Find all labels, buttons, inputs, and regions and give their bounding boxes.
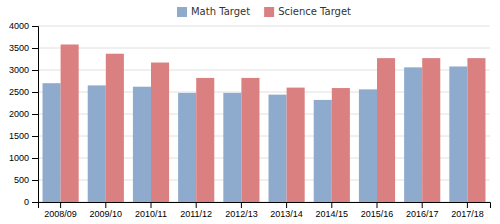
bar xyxy=(359,89,377,202)
tick-mark xyxy=(32,70,38,71)
legend-label: Science Target xyxy=(278,6,351,17)
axis-line xyxy=(39,203,491,209)
tick-label: 0 xyxy=(24,197,29,207)
chart: 2008/09 2009/10 2010/11 2011/12 2012/13 2013/… xyxy=(0,0,500,224)
tick: 3000 xyxy=(9,65,38,75)
tick-mark xyxy=(32,158,38,159)
bar xyxy=(133,87,151,202)
bar xyxy=(377,58,395,202)
tick-mark xyxy=(377,202,378,208)
tick-mark xyxy=(105,202,106,208)
bar xyxy=(106,54,124,202)
tick: 2500 xyxy=(9,87,38,97)
plot: 2008/09 2009/10 2010/11 2011/12 2012/13 2013/… xyxy=(9,21,491,219)
bar xyxy=(314,100,332,202)
tick-label: 2000 xyxy=(9,109,29,119)
legend: Math Target Science Target xyxy=(177,6,351,17)
bar xyxy=(88,85,106,202)
tick-label: 2014/15 xyxy=(316,209,349,219)
bar xyxy=(241,78,259,202)
tick: 2012/13 xyxy=(225,202,258,219)
bars xyxy=(43,44,486,202)
tick: 2000 xyxy=(9,109,38,119)
tick-mark xyxy=(32,26,38,27)
tick: 2008/09 xyxy=(44,202,77,219)
bar xyxy=(43,83,61,202)
tick-label: 2017/18 xyxy=(451,209,484,219)
tick-mark xyxy=(32,136,38,137)
x-axis: 2008/09 2009/10 2010/11 2011/12 2012/13 2013/… xyxy=(39,202,491,219)
tick-label: 500 xyxy=(14,175,29,185)
legend-item: Math Target xyxy=(177,6,250,17)
tick-label: 2013/14 xyxy=(270,209,303,219)
tick-mark xyxy=(241,202,242,208)
tick-mark xyxy=(422,202,423,208)
tick-label: 2015/16 xyxy=(361,209,394,219)
tick-label: 2008/09 xyxy=(44,209,77,219)
tick-label: 1000 xyxy=(9,153,29,163)
tick-mark xyxy=(32,202,38,203)
bar xyxy=(287,88,305,202)
bar xyxy=(151,63,169,202)
tick: 1500 xyxy=(9,131,38,141)
legend-label: Math Target xyxy=(191,6,250,17)
tick: 2011/12 xyxy=(180,202,212,219)
tick-label: 2011/12 xyxy=(180,209,212,219)
bar xyxy=(178,93,196,202)
bar xyxy=(269,95,287,202)
tick: 4000 xyxy=(9,21,38,31)
tick: 2014/15 xyxy=(316,202,349,219)
tick-label: 2500 xyxy=(9,87,29,97)
tick-label: 1500 xyxy=(9,131,29,141)
tick-mark xyxy=(32,48,38,49)
tick: 0 xyxy=(24,197,38,207)
tick-mark xyxy=(32,92,38,93)
tick-mark xyxy=(196,202,197,208)
tick: 1000 xyxy=(9,153,38,163)
tick-label: 2010/11 xyxy=(135,209,167,219)
tick: 500 xyxy=(14,175,38,185)
tick: 2010/11 xyxy=(135,202,167,219)
legend-item: Science Target xyxy=(264,6,351,17)
tick-label: 3500 xyxy=(9,43,29,53)
bar xyxy=(61,44,79,202)
grid xyxy=(38,26,490,202)
grid-line xyxy=(38,26,490,27)
tick-mark xyxy=(32,114,38,115)
tick: 2015/16 xyxy=(361,202,394,219)
tick: 3500 xyxy=(9,43,38,53)
legend-swatch xyxy=(177,7,187,17)
tick-mark xyxy=(331,202,332,208)
y-axis: 0 500 1000 1500 2000 2500 3000 3500 4000 xyxy=(9,21,39,207)
tick: 2013/14 xyxy=(270,202,303,219)
bar xyxy=(449,66,467,202)
bar xyxy=(422,58,440,202)
bar xyxy=(467,58,485,202)
grid-line xyxy=(38,48,490,49)
tick-mark xyxy=(286,202,287,208)
axis-line xyxy=(32,27,39,203)
bar xyxy=(196,78,214,202)
tick-label: 2009/10 xyxy=(90,209,123,219)
tick-mark xyxy=(32,180,38,181)
tick: 2017/18 xyxy=(451,202,484,219)
tick: 2009/10 xyxy=(90,202,123,219)
tick-mark xyxy=(467,202,468,208)
tick: 2016/17 xyxy=(406,202,439,219)
tick-label: 4000 xyxy=(9,21,29,31)
bar xyxy=(404,67,422,202)
tick-label: 3000 xyxy=(9,65,29,75)
tick-mark xyxy=(151,202,152,208)
tick-label: 2012/13 xyxy=(225,209,258,219)
bar xyxy=(223,93,241,202)
series xyxy=(61,44,486,202)
legend-swatch xyxy=(264,7,274,17)
tick-mark xyxy=(60,202,61,208)
tick-label: 2016/17 xyxy=(406,209,439,219)
bar xyxy=(332,88,350,202)
